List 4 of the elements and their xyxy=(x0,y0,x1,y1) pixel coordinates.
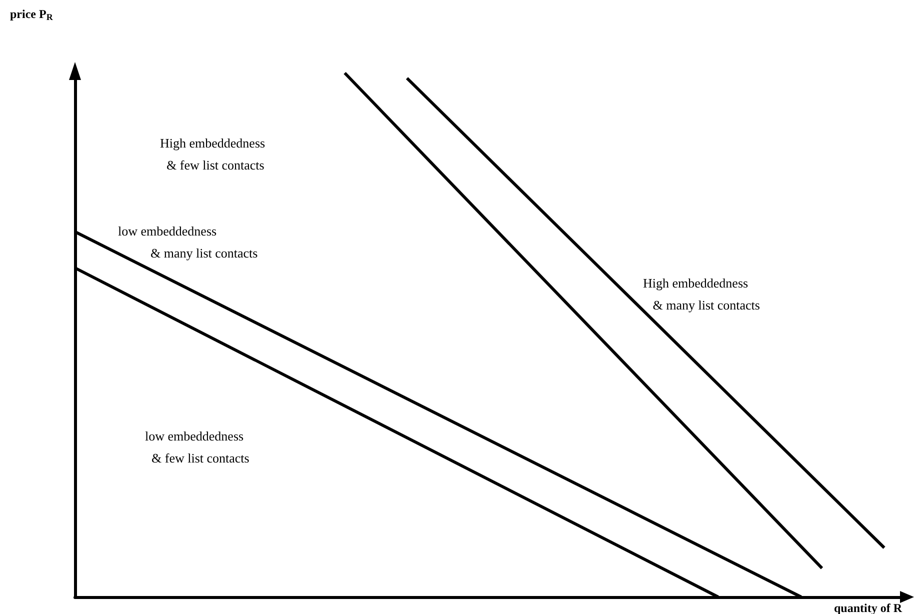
annotation: low embeddedness & few list contacts xyxy=(145,428,250,466)
annotation: low embeddedness & many list contacts xyxy=(118,224,258,260)
annotation: High embeddedness & few list contacts xyxy=(160,136,266,172)
annotation: High embeddedness & many list contacts xyxy=(643,276,760,312)
